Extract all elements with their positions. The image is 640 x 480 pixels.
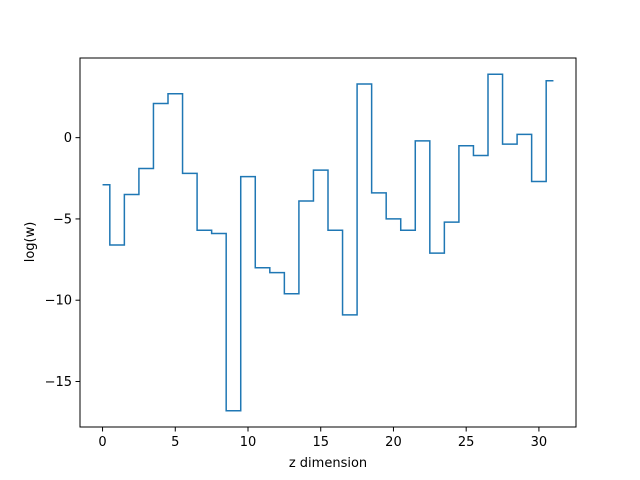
y-tick-label: −10 [45, 294, 72, 309]
y-tick-label: −5 [53, 212, 72, 227]
x-tick-label: 30 [531, 435, 548, 450]
x-axis-label: z dimension [289, 456, 367, 471]
x-tick-label: 15 [312, 435, 329, 450]
series-line [102, 73, 554, 412]
x-axis-ticks: 0 5 10 15 20 25 30 [98, 427, 547, 450]
plot-frame [79, 57, 577, 428]
y-axis-label: log(w) [23, 222, 38, 263]
x-tick-label: 20 [385, 435, 402, 450]
y-tick-label: −15 [45, 375, 72, 390]
x-tick-label: 10 [240, 435, 257, 450]
x-tick-label: 5 [171, 435, 179, 450]
x-tick-label: 25 [458, 435, 475, 450]
plot-area [80, 58, 576, 427]
x-tick-label: 0 [98, 435, 106, 450]
y-axis-ticks: −15 −10 −5 0 [45, 131, 80, 390]
y-tick-label: 0 [64, 131, 72, 146]
series-layer [102, 73, 554, 412]
